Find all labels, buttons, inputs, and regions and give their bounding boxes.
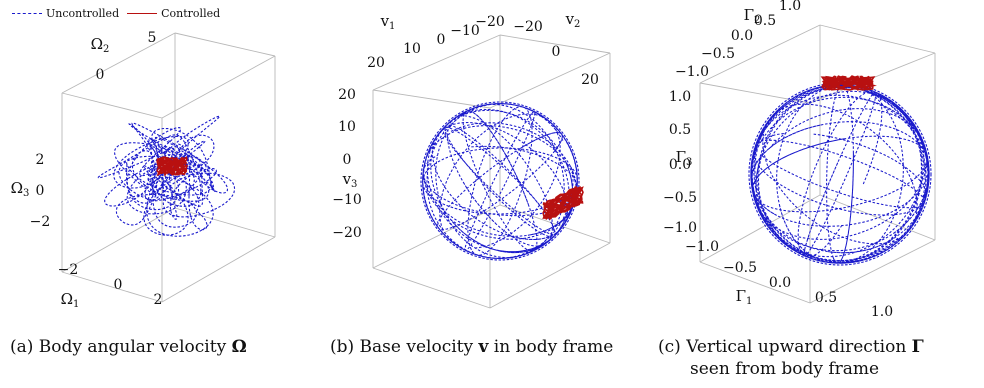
panel-a-box-edge xyxy=(174,32,276,57)
panel-a-box-edge xyxy=(61,92,163,119)
z-tick-label: 0 xyxy=(343,152,352,168)
z-tick-label: 0.0 xyxy=(669,157,691,173)
panel-a-box-edge xyxy=(61,207,176,273)
x-tick-label: 20 xyxy=(367,55,385,71)
z-tick-label: −1.0 xyxy=(663,220,697,236)
panel-b-box-edge xyxy=(372,204,501,269)
z-tick-label: 0.5 xyxy=(669,122,691,138)
y-axis-label: Ω2 xyxy=(91,35,110,55)
panel-c-box-edge xyxy=(809,239,936,304)
y-axis-label: Γ2 xyxy=(744,6,761,26)
panel-b-box-edge xyxy=(489,52,611,109)
z-tick-label: −10 xyxy=(332,192,362,208)
z-tick-label: −20 xyxy=(332,225,362,241)
y-tick-label: 0.0 xyxy=(731,28,753,44)
legend-label-uncontrolled: Uncontrolled xyxy=(46,6,120,20)
y-tick-label: −0.5 xyxy=(701,46,735,62)
caption-c-text: (c) Vertical upward direction xyxy=(658,337,912,357)
y-tick-label: 0 xyxy=(552,44,561,60)
z-axis-label: v3 xyxy=(342,170,358,190)
z-tick-label: 10 xyxy=(338,119,356,135)
caption-c-line2: seen from body frame xyxy=(690,359,879,379)
caption-a-symbol: Ω xyxy=(231,337,247,357)
legend-item-controlled: Controlled xyxy=(127,7,220,20)
x-tick-label: 2 xyxy=(154,292,163,308)
uncontrolled-series xyxy=(750,84,930,264)
legend-swatch-controlled xyxy=(127,13,158,14)
panel-b-box-edge xyxy=(372,89,491,109)
uncontrolled-series-outline xyxy=(420,101,580,261)
panel-c: 1.00.50.0−0.5−1.0Γ3−1.0−0.50.00.51.0Γ2−1… xyxy=(663,0,936,320)
z-axis-label: Γ3 xyxy=(676,148,693,168)
panel-b-box-edge xyxy=(372,34,501,91)
caption-b-text: (b) Base velocity xyxy=(330,337,479,357)
panel-c-box-edge xyxy=(699,194,821,263)
x-tick-label: 1.0 xyxy=(871,304,893,320)
z-tick-label: 20 xyxy=(338,87,356,103)
z-tick-label: 0 xyxy=(36,183,45,199)
z-tick-label: −0.5 xyxy=(663,190,697,206)
panel-c-box-edge xyxy=(819,194,936,241)
panel-c-box-edge xyxy=(699,261,811,304)
x-tick-label: 0 xyxy=(437,32,446,48)
y-tick-label: −1.0 xyxy=(675,64,709,80)
x-tick-label: −0.5 xyxy=(723,260,757,276)
panel-b-box-edge xyxy=(499,204,611,244)
panel-b-box-edge xyxy=(499,34,611,54)
y-tick-label: 5 xyxy=(148,30,157,46)
caption-a-text: (a) Body angular velocity xyxy=(10,337,232,357)
uncontrolled-series xyxy=(97,115,236,237)
panel-c-box-edge xyxy=(819,24,936,54)
x-tick-label: −1.0 xyxy=(685,239,719,255)
z-axis-label: Ω3 xyxy=(11,179,30,199)
caption-a: (a) Body angular velocity Ω xyxy=(10,337,247,357)
caption-b: (b) Base velocity v in body frame xyxy=(330,337,613,357)
legend: Uncontrolled Controlled xyxy=(12,3,220,23)
x-axis-label: v1 xyxy=(380,12,396,32)
caption-b-suffix: in body frame xyxy=(488,337,614,357)
x-tick-label: −20 xyxy=(475,14,505,30)
panel-a-box-edge xyxy=(174,207,276,238)
caption-b-symbol: v xyxy=(478,337,489,357)
panel-a-box-edge xyxy=(161,236,276,303)
caption-c-line2-text: seen from body frame xyxy=(690,359,880,379)
panel-b-box-edge xyxy=(489,242,611,309)
x-tick-label: 0 xyxy=(114,277,123,293)
controlled-series xyxy=(156,156,189,177)
controlled-series xyxy=(820,75,877,92)
y-tick-label: −20 xyxy=(513,19,543,35)
y-tick-label: 0.5 xyxy=(754,13,776,29)
y-axis-label: v2 xyxy=(565,10,581,30)
panel-a-box-edge xyxy=(61,32,176,94)
panel-a-box-edge xyxy=(161,55,276,119)
z-tick-label: 2 xyxy=(36,152,45,168)
controlled-series xyxy=(542,185,584,221)
y-tick-label: 20 xyxy=(581,72,599,88)
x-tick-label: 0.0 xyxy=(769,275,791,291)
panel-b-box-edge xyxy=(372,267,491,309)
caption-c-symbol: Γ xyxy=(911,337,924,357)
x-tick-label: −10 xyxy=(450,23,480,39)
x-axis-label: Ω1 xyxy=(61,290,80,310)
x-tick-label: 0.5 xyxy=(815,290,837,306)
uncontrolled-series xyxy=(422,102,578,260)
z-tick-label: 1.0 xyxy=(669,89,691,105)
legend-swatch-uncontrolled xyxy=(12,13,42,14)
x-tick-label: −2 xyxy=(58,262,79,278)
panel-a-box-edge xyxy=(61,271,163,303)
legend-item-uncontrolled: Uncontrolled xyxy=(12,7,119,20)
y-tick-label: 0 xyxy=(96,67,105,83)
x-tick-label: 10 xyxy=(403,41,421,57)
legend-label-controlled: Controlled xyxy=(161,6,221,20)
z-tick-label: −2 xyxy=(30,214,51,230)
caption-c: (c) Vertical upward direction Γ xyxy=(658,337,924,357)
x-axis-label: Γ1 xyxy=(736,287,753,307)
panel-c-box-edge xyxy=(699,24,821,84)
y-tick-label: 1.0 xyxy=(779,0,801,14)
